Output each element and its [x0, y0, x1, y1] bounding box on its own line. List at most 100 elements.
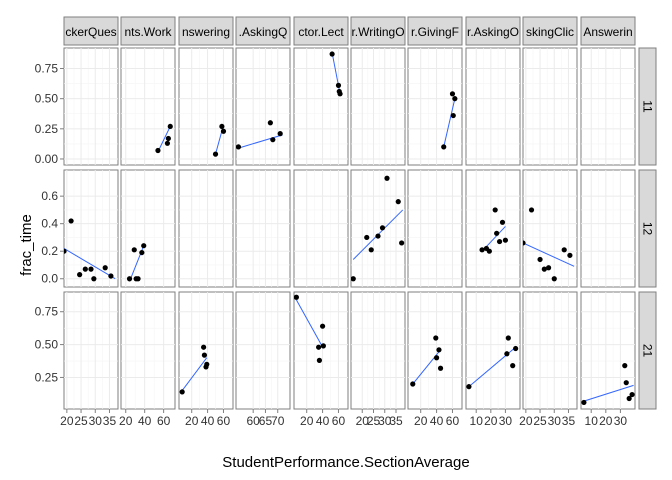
- data-point: [167, 123, 173, 130]
- strip-background: [638, 291, 657, 410]
- data-point: [267, 120, 273, 126]
- x-tick-label: 60: [247, 414, 261, 428]
- data-point: [452, 96, 458, 102]
- data-point: [220, 128, 227, 134]
- strip-background: [235, 16, 291, 46]
- panel-r0-c3: [235, 47, 291, 166]
- strip-background: [638, 169, 657, 288]
- panel-background: [178, 47, 234, 166]
- facet-row-label: 21: [641, 344, 655, 358]
- x-tick-label: 10: [585, 414, 599, 428]
- data-point: [395, 199, 401, 205]
- data-point: [236, 144, 242, 150]
- panel-background: [293, 47, 349, 166]
- panel-content: [466, 292, 520, 409]
- facet-strip-column: skingClic: [522, 16, 578, 46]
- data-point: [141, 243, 147, 249]
- x-tick-label: 10: [470, 414, 484, 428]
- panel-content: [581, 48, 635, 165]
- data-point: [537, 256, 543, 263]
- strip-background: [638, 47, 657, 166]
- fit-line: [443, 98, 456, 148]
- data-point: [504, 351, 510, 357]
- x-tick-label: 30: [548, 414, 562, 428]
- facet-strip-column: ctor.Lect: [293, 16, 349, 46]
- data-point: [165, 135, 171, 142]
- panel-content: [294, 292, 348, 409]
- y-tick-label: 0.50: [35, 92, 59, 106]
- data-point: [496, 238, 503, 245]
- y-tick-label: 0.25: [35, 370, 59, 384]
- data-point: [494, 230, 500, 236]
- facet-strip-column: r.GivingF: [407, 16, 463, 46]
- data-point: [479, 247, 485, 253]
- panel-content: [351, 292, 405, 409]
- x-tick-label: 35: [103, 414, 117, 428]
- panel-background: [350, 291, 406, 410]
- data-point: [126, 276, 133, 282]
- facet-strip-column: Answerin: [580, 16, 636, 46]
- panel-r1-c6: [407, 169, 463, 288]
- panel-r0-c0: [63, 47, 119, 166]
- facet-column-label: Answerin: [583, 25, 632, 39]
- data-point: [102, 265, 108, 271]
- panel-background: [465, 169, 521, 288]
- facet-strip-column: ckerQues: [63, 16, 119, 46]
- y-tick-label: 0.4: [41, 217, 58, 231]
- panel-r1-c3: [235, 169, 291, 288]
- fit-line: [238, 134, 283, 149]
- y-tick-label: 0.00: [35, 152, 59, 166]
- facet-column-label: r.WritingO: [351, 25, 404, 39]
- data-point: [449, 91, 456, 97]
- data-point: [441, 144, 447, 150]
- panel-content: [64, 48, 118, 165]
- panel-content: [179, 170, 233, 287]
- facet-strip-column: r.WritingO: [350, 16, 406, 46]
- facet-column-label: ctor.Lect: [298, 25, 344, 39]
- y-tick-label: 0.50: [35, 338, 59, 352]
- panel-r1-c7: [465, 169, 521, 288]
- panel-content: [581, 292, 635, 409]
- panel-background: [120, 169, 176, 288]
- panel-content: [466, 170, 520, 287]
- facet-column-label: ckerQues: [65, 25, 116, 39]
- panel-r0-c4: [293, 47, 349, 166]
- data-point: [91, 276, 97, 282]
- data-point: [433, 355, 440, 361]
- facet-strip-row: 21: [638, 291, 657, 410]
- data-point: [399, 240, 405, 246]
- panel-background: [235, 47, 291, 166]
- panel-background: [120, 291, 176, 410]
- x-tick-label: 60: [157, 414, 171, 428]
- data-point: [561, 247, 567, 253]
- panel-background: [580, 169, 636, 288]
- panel-content: [408, 170, 462, 287]
- strip-background: [350, 16, 406, 46]
- panel-layer: [63, 47, 636, 410]
- data-point: [82, 266, 88, 272]
- panel-background: [293, 169, 349, 288]
- facet-strip-row: 12: [638, 169, 657, 288]
- panel-background: [350, 169, 406, 288]
- panel-r0-c1: [120, 47, 176, 166]
- panel-background: [178, 169, 234, 288]
- data-point: [626, 395, 632, 402]
- data-point: [375, 233, 381, 239]
- fit-line: [583, 384, 634, 402]
- panel-r0-c9: [580, 47, 636, 166]
- strip-background: [63, 16, 119, 46]
- data-point: [567, 252, 573, 258]
- panel-content: [294, 170, 348, 287]
- panel-background: [350, 47, 406, 166]
- panel-content: [121, 48, 175, 165]
- panel-content: [351, 48, 405, 165]
- data-point: [410, 381, 416, 387]
- panel-r2-c7: [465, 291, 521, 410]
- data-point: [204, 361, 210, 367]
- panel-content: [523, 292, 577, 409]
- x-tick-label: 60: [217, 414, 231, 428]
- data-point: [319, 323, 326, 329]
- panel-background: [235, 169, 291, 288]
- strip-background: [465, 16, 521, 46]
- panel-background: [465, 47, 521, 166]
